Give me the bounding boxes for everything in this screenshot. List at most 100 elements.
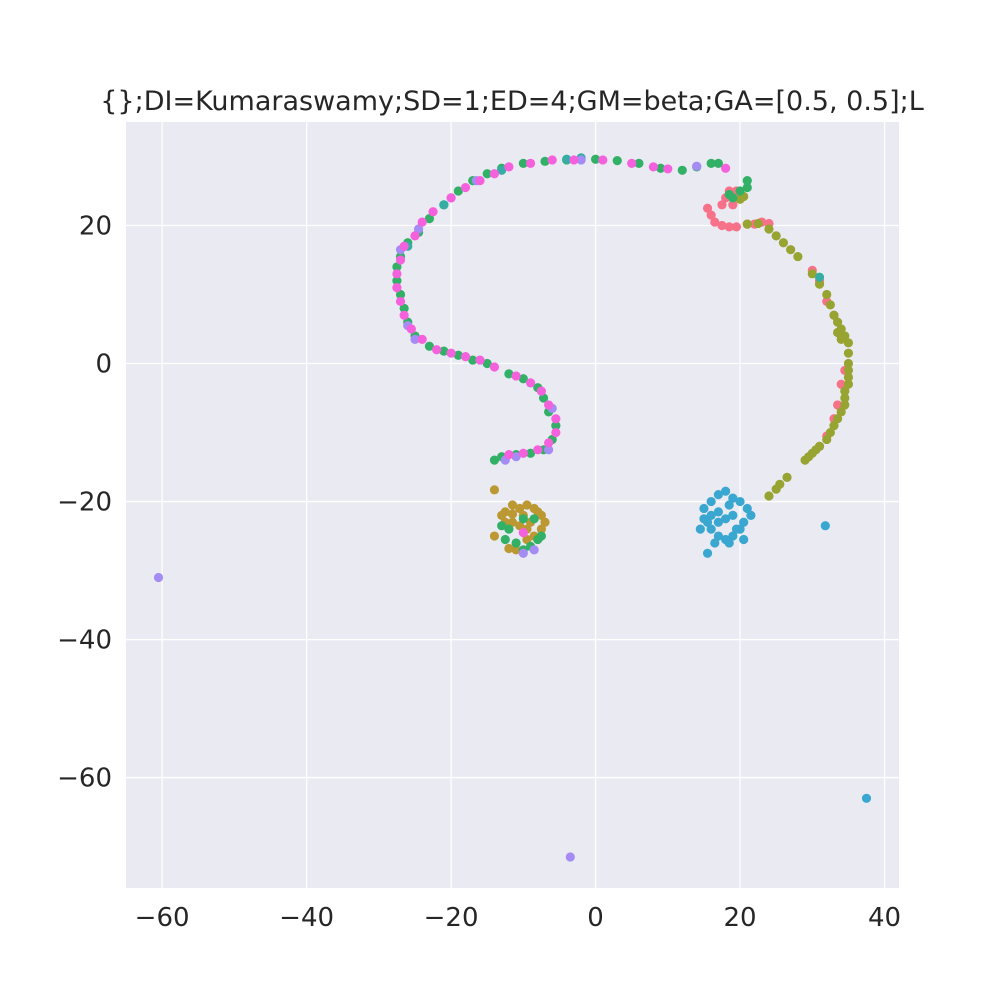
data-point [410, 334, 420, 344]
data-point [497, 165, 507, 175]
x-tick-label: −40 [279, 903, 334, 933]
data-point [807, 269, 817, 279]
data-point [706, 496, 716, 507]
x-tick-label: 0 [587, 903, 604, 933]
grid [126, 122, 899, 888]
data-point [713, 517, 723, 527]
data-point [699, 503, 709, 514]
data-point [814, 279, 825, 289]
data-point [551, 427, 561, 438]
data-point [439, 200, 449, 210]
x-tick-label: 20 [724, 903, 757, 933]
data-point [742, 503, 752, 514]
data-point [518, 158, 528, 169]
data-point [475, 176, 485, 186]
data-point [832, 327, 843, 338]
data-point [702, 548, 713, 558]
data-point [742, 182, 752, 193]
data-point [468, 355, 478, 365]
data-point [843, 365, 854, 376]
data-point [500, 534, 510, 545]
data-point [778, 238, 789, 248]
data-point [840, 386, 850, 396]
data-point [728, 193, 738, 203]
data-point [721, 514, 731, 524]
data-point [562, 154, 572, 164]
data-point [489, 169, 500, 179]
data-point [413, 224, 424, 234]
data-point [540, 517, 550, 527]
data-point [518, 448, 528, 458]
data-point [771, 231, 781, 241]
data-point [525, 448, 536, 458]
data-point [424, 341, 435, 351]
data-point [518, 528, 528, 538]
y-axis-ticks: 20 0 −20 −40 −60 [57, 212, 112, 794]
data-point [525, 378, 536, 388]
data-point [504, 543, 514, 554]
series-7 [392, 155, 731, 538]
data-point [518, 514, 528, 524]
data-point [713, 490, 723, 500]
data-point [822, 289, 832, 300]
data-point [424, 214, 435, 224]
data-point [825, 300, 835, 310]
data-point [533, 507, 543, 517]
data-point [153, 572, 164, 583]
data-point [742, 176, 752, 186]
data-point [504, 450, 514, 460]
data-point [525, 158, 536, 169]
data-point [507, 500, 518, 510]
data-point [446, 193, 456, 203]
data-point [439, 346, 449, 356]
data-point [515, 521, 525, 531]
data-point [728, 510, 738, 520]
data-point [399, 310, 409, 320]
data-points [153, 153, 872, 862]
data-point [392, 276, 402, 286]
y-tick-label: −20 [57, 488, 112, 518]
data-point [843, 348, 854, 358]
data-point [731, 222, 742, 232]
y-tick-label: 0 [95, 350, 112, 380]
data-point [504, 162, 514, 172]
data-point [861, 793, 872, 803]
data-point [627, 158, 637, 169]
data-point [544, 400, 554, 410]
data-point [482, 169, 492, 179]
data-point [533, 445, 543, 455]
data-point [728, 493, 738, 503]
data-point [392, 262, 402, 272]
data-point [735, 496, 745, 507]
data-point [706, 524, 716, 534]
data-point [840, 400, 850, 410]
data-point [395, 289, 406, 300]
data-point [544, 438, 554, 448]
data-point [511, 538, 521, 548]
data-point [565, 852, 575, 862]
data-point [551, 421, 561, 431]
data-point [551, 414, 561, 424]
y-tick-label: −40 [57, 626, 112, 656]
data-point [536, 531, 546, 541]
data-point [655, 163, 666, 173]
data-point [392, 283, 402, 293]
data-point [410, 231, 420, 241]
data-point [836, 334, 846, 344]
data-point [721, 163, 731, 173]
data-point [460, 182, 471, 193]
data-point [724, 222, 734, 232]
data-point [392, 269, 402, 279]
data-point [728, 531, 738, 541]
data-point [529, 514, 539, 524]
data-point [395, 255, 406, 265]
data-point [742, 219, 752, 229]
data-point [475, 355, 485, 365]
data-point [695, 524, 705, 534]
data-point [395, 296, 406, 307]
data-point [428, 207, 438, 217]
data-point [832, 400, 843, 410]
data-point [728, 200, 738, 210]
data-point [836, 379, 846, 389]
